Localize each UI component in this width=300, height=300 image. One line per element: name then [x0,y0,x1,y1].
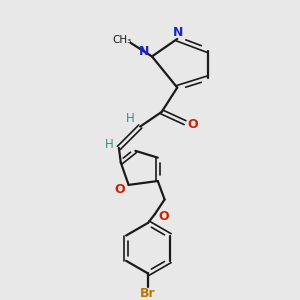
Text: O: O [158,210,169,223]
Text: H: H [126,112,135,125]
Text: Br: Br [140,287,156,300]
Text: H: H [105,137,113,151]
Text: N: N [139,45,149,58]
Text: CH₃: CH₃ [112,35,131,45]
Text: O: O [115,183,125,196]
Text: O: O [188,118,198,131]
Text: N: N [173,26,183,39]
